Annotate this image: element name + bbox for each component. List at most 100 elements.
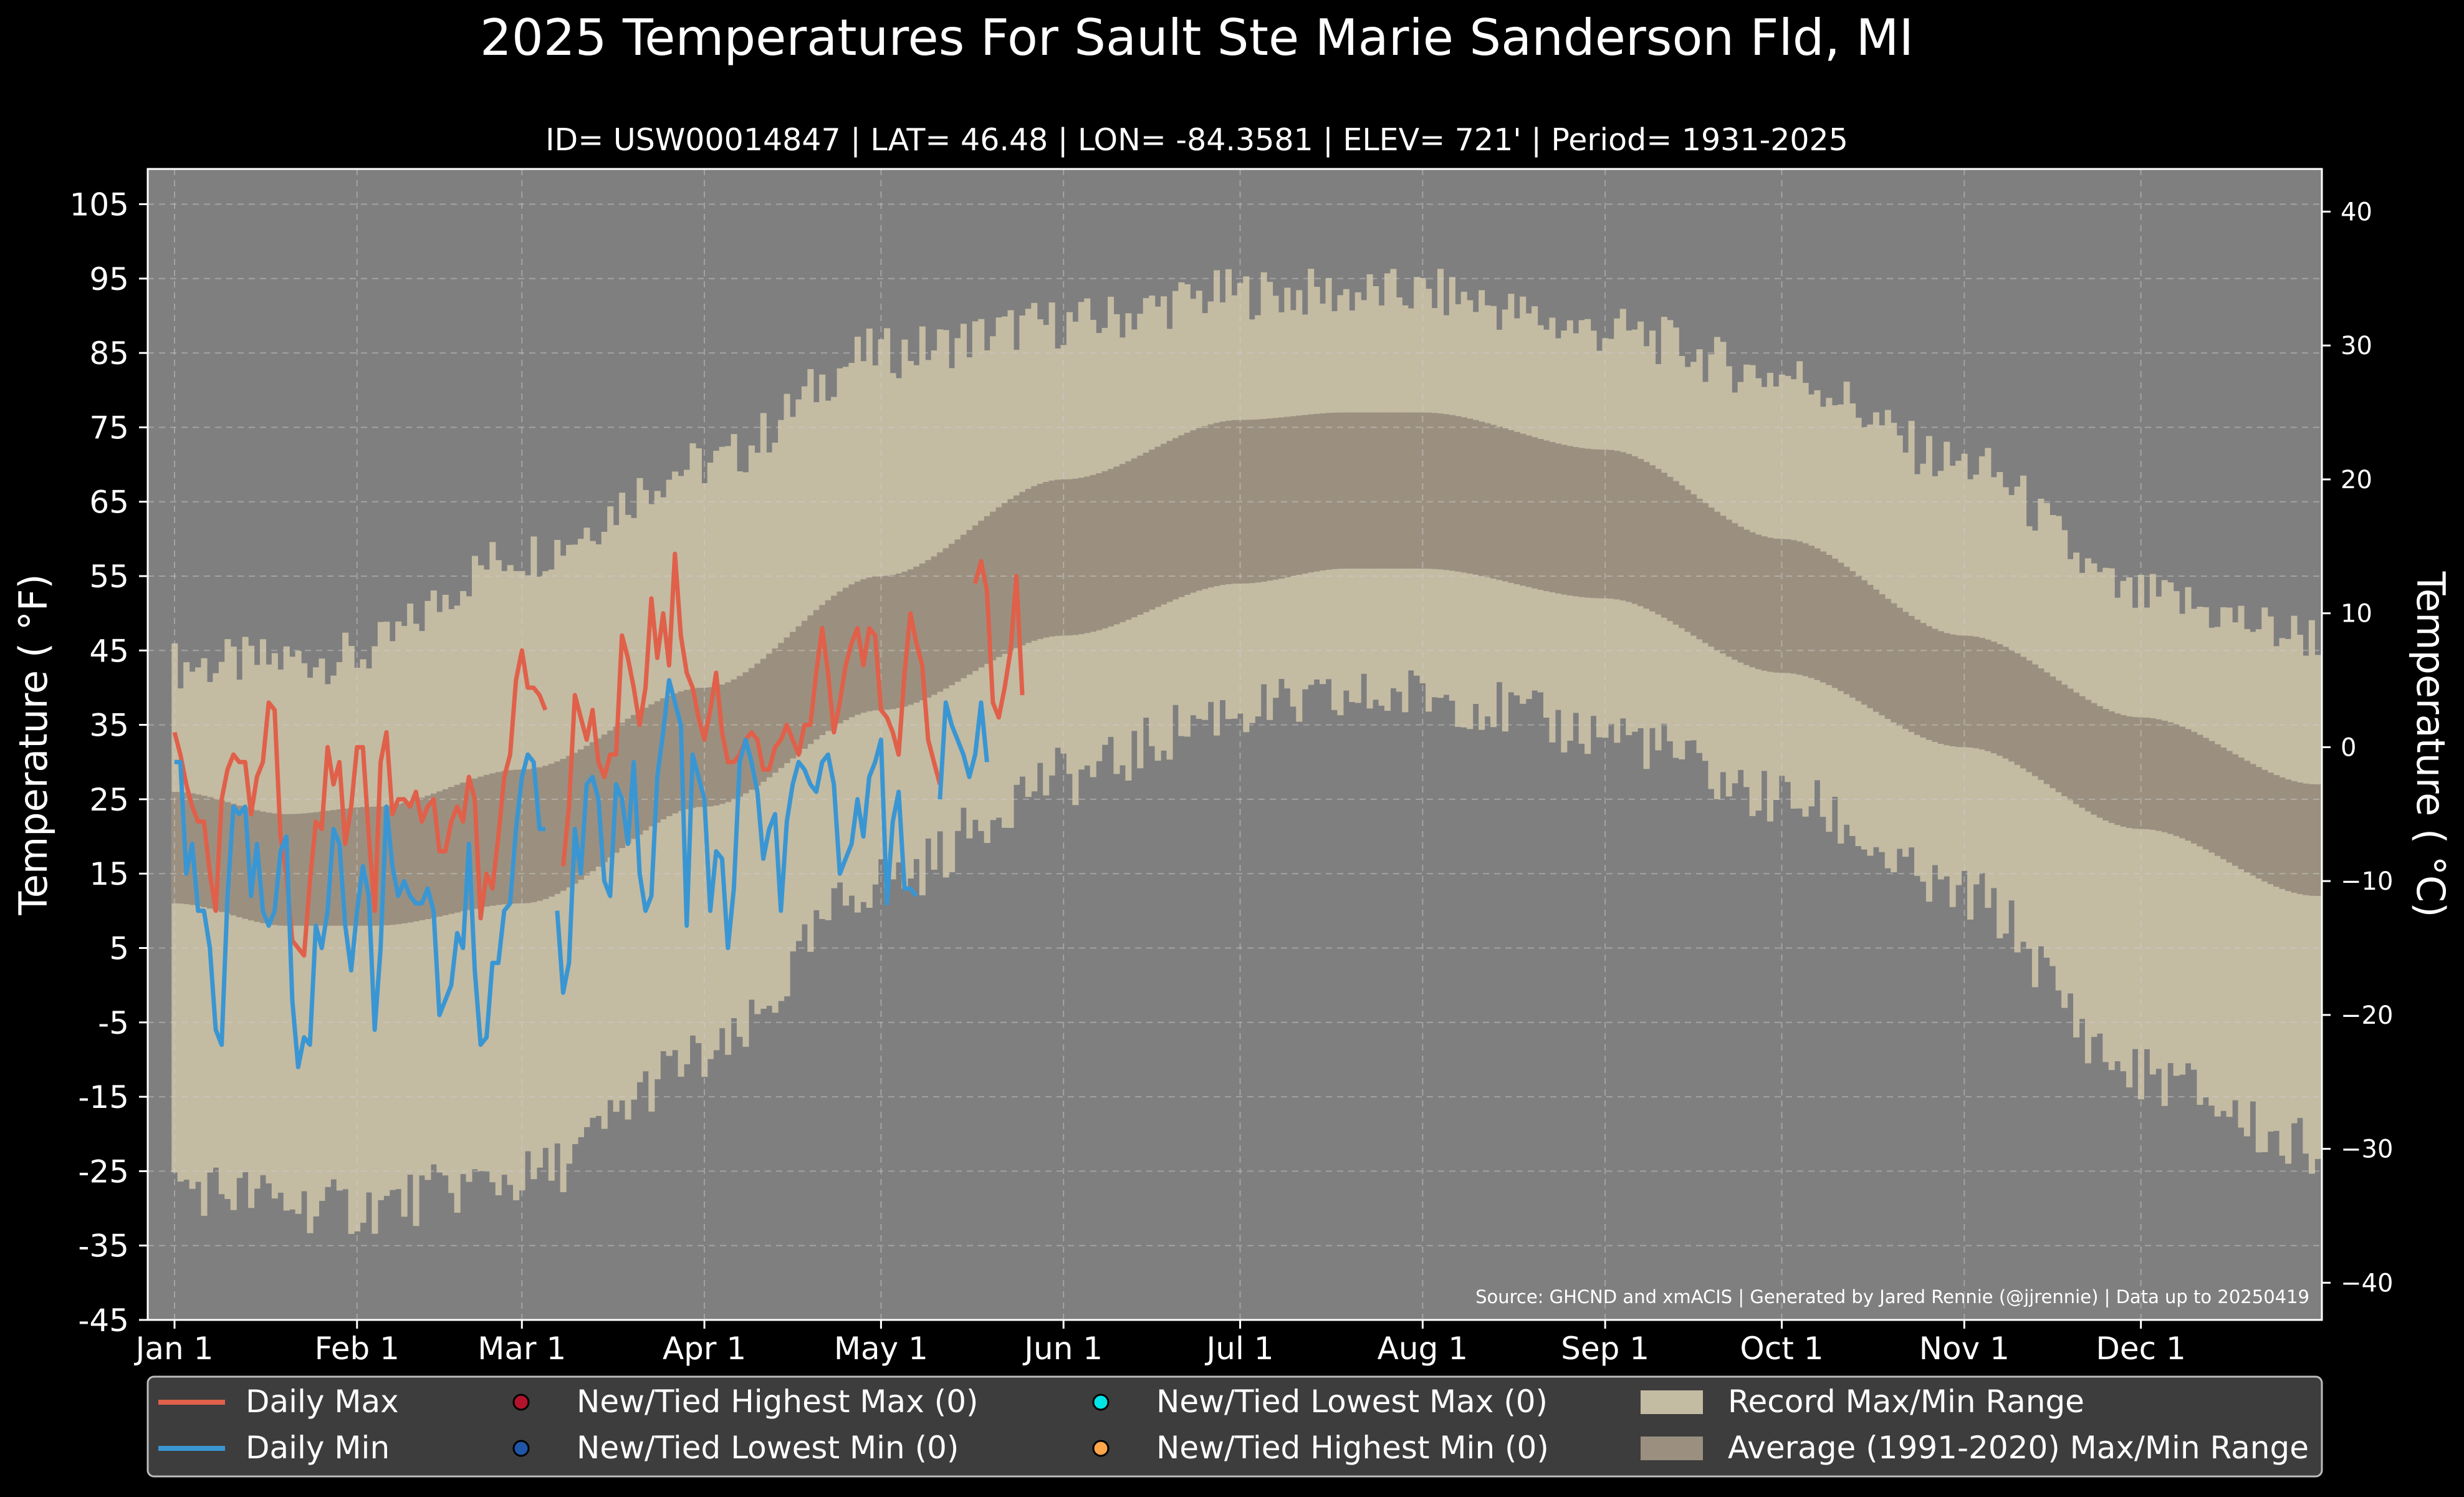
average-range-bar	[2120, 715, 2127, 827]
daily-max-line	[973, 559, 1025, 720]
average-range-bar	[1313, 413, 1320, 572]
average-range-bar	[1337, 412, 1344, 569]
average-range-bar	[2303, 783, 2309, 895]
x-tick-label: Dec 1	[2096, 1331, 2185, 1367]
average-range-bar	[2238, 758, 2245, 869]
y2-tick-label: −30	[2341, 1135, 2393, 1164]
record-range-bar	[2214, 627, 2221, 1117]
average-range-bar	[766, 653, 773, 777]
average-range-bar	[737, 676, 744, 797]
average-range-bar	[2061, 685, 2068, 796]
y-tick-label: 25	[89, 782, 129, 818]
average-range-bar	[1260, 419, 1267, 582]
record-range-bar	[2202, 607, 2209, 1097]
average-range-bar	[2091, 703, 2097, 815]
average-range-bar	[2031, 664, 2038, 776]
average-range-bar	[1543, 440, 1550, 592]
average-range-bar	[1437, 413, 1444, 570]
average-range-bar	[1920, 623, 1927, 738]
y-tick-label: -5	[98, 1005, 129, 1041]
average-range-bar	[1549, 442, 1556, 592]
y2-tick-label: 40	[2341, 198, 2372, 226]
average-range-bar	[1449, 415, 1455, 571]
average-range-bar	[1838, 562, 1844, 691]
average-range-bar	[1525, 435, 1532, 587]
average-range-bar	[430, 793, 437, 918]
average-range-bar	[519, 769, 525, 903]
average-range-bar	[1725, 519, 1732, 657]
average-range-bar	[2026, 660, 2033, 773]
average-range-bar	[2220, 748, 2227, 859]
average-range-bar	[530, 768, 537, 903]
daily-min-line	[175, 752, 545, 1069]
average-range-bar	[672, 693, 679, 814]
average-range-bar	[1743, 529, 1750, 665]
average-range-bar	[625, 718, 631, 844]
legend-highest-min-label: New/Tied Highest Min (0)	[1156, 1430, 1549, 1466]
x-tick-label: Apr 1	[663, 1331, 746, 1367]
average-range-bar	[1207, 424, 1214, 588]
average-range-bar	[1296, 415, 1303, 575]
record-range-bar	[277, 669, 284, 1193]
average-range-bar	[1849, 571, 1856, 698]
average-range-bar	[1808, 546, 1815, 678]
average-range-bar	[831, 595, 838, 727]
average-range-bar	[1325, 413, 1332, 570]
average-range-bar	[1013, 495, 1020, 648]
average-range-bar	[1814, 548, 1821, 680]
average-range-bar	[966, 530, 973, 675]
y-tick-label: 105	[70, 187, 129, 223]
y-axis-label: Temperature ( °F)	[11, 574, 56, 915]
average-range-bar	[1166, 441, 1173, 602]
record-range-bar	[336, 662, 343, 1191]
average-range-bar	[2167, 722, 2174, 834]
average-range-bar	[224, 802, 231, 914]
average-range-bar	[748, 668, 755, 790]
y-tick-label: 65	[89, 484, 129, 521]
average-range-bar	[1584, 448, 1591, 598]
y-tick-label: 85	[89, 335, 129, 372]
y2-tick-label: 20	[2341, 466, 2372, 494]
legend-box	[146, 1375, 2323, 1478]
average-range-bar	[1720, 516, 1727, 654]
x-tick-label: Jun 1	[1022, 1331, 1103, 1367]
record-range-bar	[2308, 620, 2315, 1174]
average-range-bar	[1178, 435, 1185, 597]
average-range-bar	[1513, 431, 1520, 585]
x-tick-label: Mar 1	[477, 1331, 566, 1367]
average-range-bar	[1679, 485, 1685, 628]
average-range-bar	[1455, 416, 1462, 572]
average-range-bar	[424, 796, 431, 920]
record-range-bar	[201, 658, 208, 1216]
average-range-bar	[772, 648, 779, 773]
y-tick-label: 15	[89, 856, 129, 892]
average-range-bar	[2049, 676, 2056, 789]
average-range-bar	[1402, 412, 1409, 569]
average-range-bar	[689, 688, 696, 808]
average-range-bar	[1331, 412, 1338, 569]
average-range-bar	[171, 792, 178, 903]
average-range-bar	[1101, 471, 1108, 628]
average-range-bar	[878, 576, 884, 710]
average-range-bar	[1555, 443, 1561, 594]
average-range-bar	[413, 799, 419, 922]
average-range-bar	[1778, 539, 1785, 673]
record-range-bar	[324, 684, 331, 1187]
average-range-bar	[942, 548, 949, 689]
record-range-bar	[2126, 577, 2133, 1087]
record-range-bar	[2208, 627, 2215, 1106]
average-range-bar	[477, 776, 484, 908]
average-range-bar	[1419, 412, 1426, 569]
average-range-bar	[666, 695, 673, 816]
record-range-bar	[283, 646, 290, 1211]
average-range-bar	[990, 511, 997, 661]
average-range-bar	[1019, 492, 1026, 645]
record-range-bar	[2137, 575, 2144, 1100]
average-range-bar	[954, 539, 961, 682]
average-range-bar	[931, 556, 937, 695]
average-range-bar	[1843, 567, 1850, 695]
daily-series	[172, 551, 1025, 1069]
y-axis-right: 40 30 20 10 0 −10 −20 −30 −40	[2322, 198, 2393, 1297]
average-range-bar	[589, 742, 596, 872]
average-range-bar	[1932, 628, 1939, 742]
